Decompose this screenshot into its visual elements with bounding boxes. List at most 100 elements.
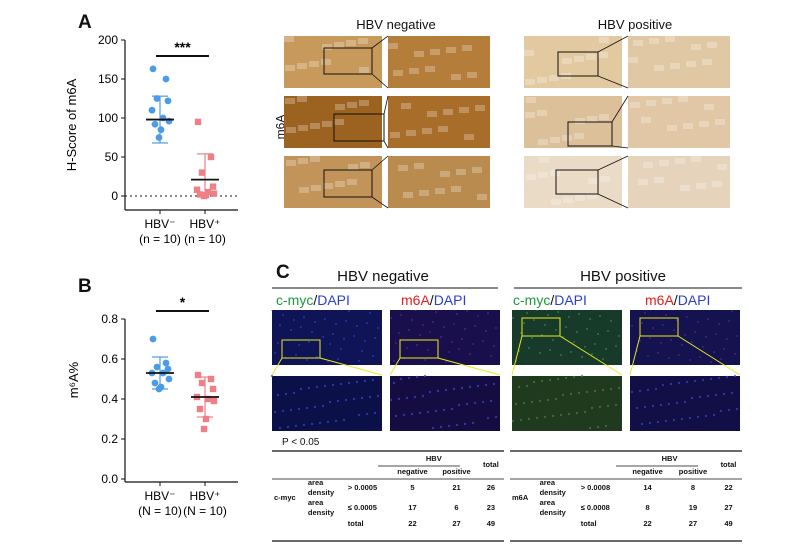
if-cell-speck xyxy=(321,404,325,408)
data-point xyxy=(210,397,218,405)
if-cell-speck xyxy=(694,331,696,333)
if-cell-speck xyxy=(707,318,709,320)
if-cell-speck xyxy=(392,381,396,385)
if-cell-speck xyxy=(723,348,725,350)
if-cell-speck xyxy=(648,421,652,425)
if-cell-speck xyxy=(300,326,302,328)
data-point xyxy=(194,371,202,379)
if-cell-speck xyxy=(448,351,450,353)
if-cell-speck xyxy=(405,396,409,400)
data-point xyxy=(151,379,159,387)
if-cell-speck xyxy=(715,333,717,335)
if-cell-speck xyxy=(511,419,515,423)
if-cell-speck xyxy=(397,397,401,401)
if-cell-speck xyxy=(274,352,276,354)
data-point xyxy=(194,118,202,126)
if-overview-image xyxy=(272,310,382,365)
if-cell-speck xyxy=(590,406,594,410)
if-cell-speck xyxy=(733,374,737,378)
if-cell-speck xyxy=(284,392,288,396)
ihc-zoom-line xyxy=(383,95,389,115)
if-cell-speck xyxy=(289,408,293,412)
y-tick-label: 0.2 xyxy=(101,432,118,446)
if-cell-speck xyxy=(279,324,281,326)
if-cell-speck xyxy=(646,388,650,392)
if-cell-speck xyxy=(685,380,689,384)
if-cell-speck xyxy=(599,315,601,317)
if-cell-speck xyxy=(557,311,559,313)
if-cell-speck xyxy=(719,409,723,413)
y-tick-label: 200 xyxy=(98,33,118,47)
if-cell-speck xyxy=(494,415,498,419)
data-point xyxy=(153,363,161,371)
ihc-texture xyxy=(575,118,585,124)
x-category-label: HBV⁻ xyxy=(144,217,175,231)
ihc-texture xyxy=(334,119,344,125)
ihc-texture xyxy=(390,132,400,138)
ihc-texture xyxy=(587,116,597,122)
ihc-texture xyxy=(699,121,709,127)
ihc-texture xyxy=(598,52,608,58)
if-cell-speck xyxy=(440,336,442,338)
if-cell-speck xyxy=(413,395,417,399)
if-cell-speck xyxy=(355,380,359,384)
if-cell-speck xyxy=(365,412,369,416)
ihc-texture xyxy=(360,162,370,168)
if-cell-speck xyxy=(535,416,539,420)
if-cell-speck xyxy=(461,338,463,340)
ihc-tissue-image xyxy=(388,156,490,208)
if-cell-speck xyxy=(672,418,676,422)
ihc-zoom-line xyxy=(611,145,629,149)
if-cell-speck xyxy=(546,398,550,402)
ihc-tissue-image xyxy=(628,156,730,208)
if-cell-speck xyxy=(639,340,641,342)
if-cell-speck xyxy=(522,401,526,405)
data-point xyxy=(193,186,201,193)
if-cell-speck xyxy=(701,378,705,382)
ihc-zoom-box xyxy=(333,113,385,142)
ihc-texture xyxy=(298,125,308,131)
if-cell-speck xyxy=(464,328,466,330)
data-point xyxy=(204,395,212,403)
ihc-texture xyxy=(667,125,677,131)
ihc-texture xyxy=(539,157,549,163)
if-image-grid xyxy=(270,310,741,431)
if-cell-speck xyxy=(411,319,413,321)
if-cell-speck xyxy=(484,383,488,387)
ihc-texture xyxy=(599,37,609,43)
ihc-texture xyxy=(462,45,472,51)
if-cell-speck xyxy=(444,388,448,392)
if-cell-speck xyxy=(322,336,324,338)
ihc-texture xyxy=(562,135,572,141)
ihc-texture xyxy=(335,104,345,110)
if-cell-speck xyxy=(644,312,646,314)
if-cell-speck xyxy=(369,312,371,314)
ihc-texture xyxy=(691,44,701,50)
if-cell-speck xyxy=(583,410,587,414)
table-m6a: HBV total negative positive m6A area density… xyxy=(512,453,737,529)
if-cell-speck xyxy=(408,329,410,331)
ihc-texture xyxy=(323,183,333,189)
if-cell-speck xyxy=(431,426,435,430)
if-cell-speck xyxy=(316,356,318,358)
ihc-texture xyxy=(525,79,535,85)
if-stain-1: c-myc/DAPI xyxy=(276,292,350,308)
if-cell-speck xyxy=(366,322,368,324)
if-cell-speck xyxy=(476,384,480,388)
if-cell-speck xyxy=(561,393,565,397)
if-cell-speck xyxy=(677,381,681,385)
if-zoom-image xyxy=(512,376,622,431)
if-cell-speck xyxy=(593,389,597,393)
if-cell-speck xyxy=(299,387,303,391)
if-cell-speck xyxy=(686,316,688,318)
if-cell-speck xyxy=(295,354,297,356)
if-cell-speck xyxy=(527,417,531,421)
ihc-texture xyxy=(712,181,722,187)
if-cell-speck xyxy=(493,345,495,347)
ihc-texture xyxy=(562,58,572,64)
if-cell-speck xyxy=(589,318,591,320)
if-zoom-image xyxy=(272,376,382,431)
x-n-label: (n = 10) xyxy=(184,232,226,246)
if-cell-speck xyxy=(519,418,523,422)
if-zoom-line xyxy=(629,335,641,376)
